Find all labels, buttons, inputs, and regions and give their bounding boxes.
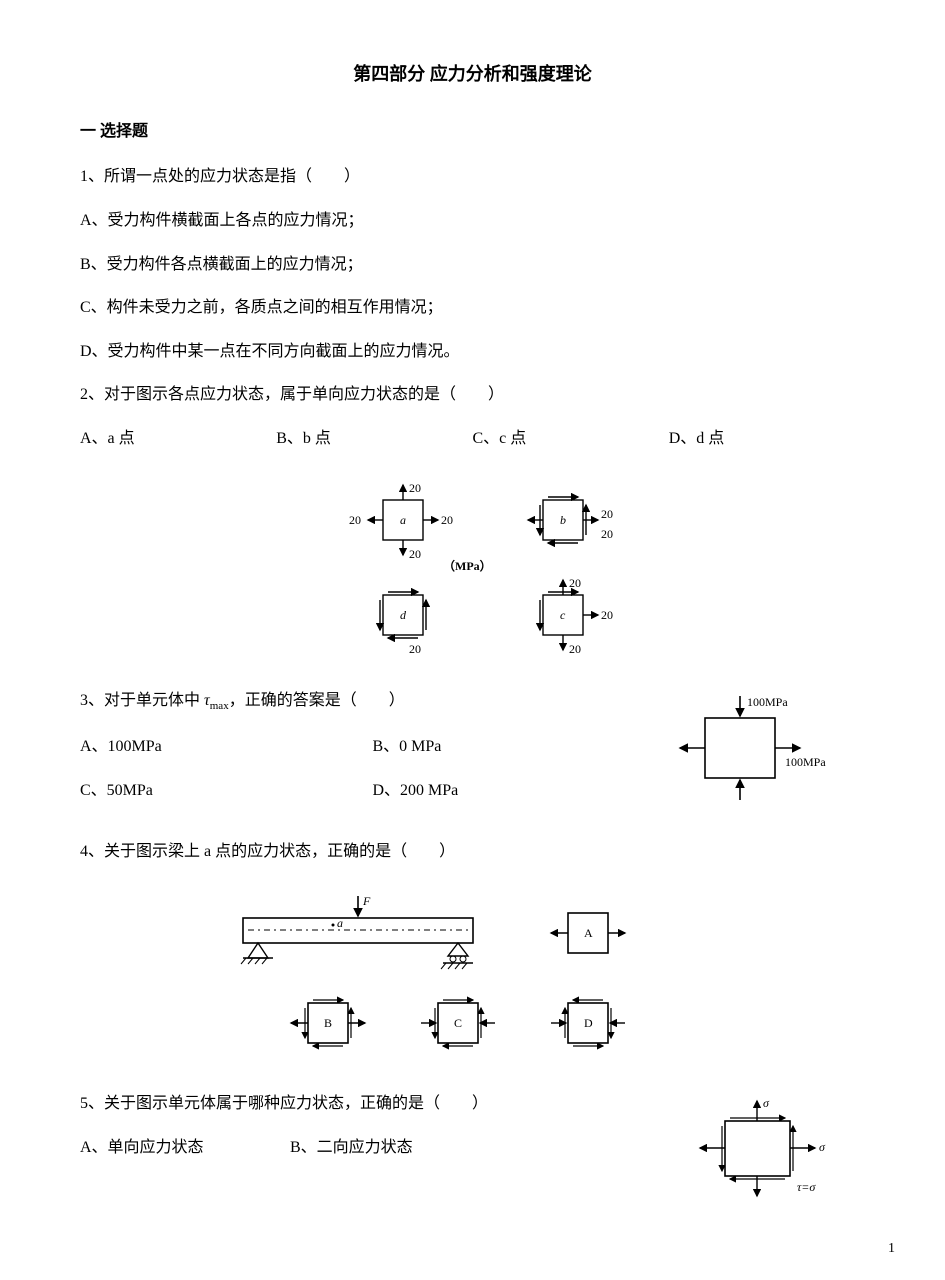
svg-text:D: D: [584, 1016, 593, 1030]
q3-optD: D、200 MPa: [373, 778, 666, 804]
q5-figure: σ σ τ=σ: [685, 1091, 865, 1220]
q3-text-suffix: ，正确的答案是（ ）: [229, 692, 405, 709]
q2-optC: C、c 点: [473, 426, 669, 452]
page-title: 第四部分 应力分析和强度理论: [80, 60, 865, 89]
q4-text: 4、关于图示梁上 a 点的应力状态，正确的是（ ）: [80, 839, 865, 865]
svg-text:b: b: [560, 513, 566, 527]
svg-text:20: 20: [601, 527, 613, 541]
q3-text: 3、对于单元体中 τmax，正确的答案是（ ）: [80, 688, 665, 716]
svg-text:20: 20: [601, 608, 613, 622]
svg-text:20: 20: [409, 481, 421, 495]
svg-text:σ: σ: [763, 1096, 770, 1110]
q4-figure: F a A B: [80, 883, 865, 1072]
q3-options: A、100MPa B、0 MPa C、50MPa D、200 MPa: [80, 734, 665, 821]
svg-text:20: 20: [569, 642, 581, 656]
svg-text:100MPa: 100MPa: [747, 695, 788, 709]
page-number: 1: [888, 1238, 895, 1260]
q3-tau-sub: max: [210, 700, 229, 712]
q5-options-row: A、单向应力状态 B、二向应力状态: [80, 1135, 500, 1161]
section-header: 一 选择题: [80, 119, 865, 145]
svg-text:F: F: [362, 894, 371, 908]
q5-optA: A、单向应力状态: [80, 1135, 290, 1161]
q2-optD: D、d 点: [669, 426, 865, 452]
q1-optB: B、受力构件各点横截面上的应力情况；: [80, 252, 865, 278]
q2-options-row: A、a 点 B、b 点 C、c 点 D、d 点: [80, 426, 865, 452]
svg-text:C: C: [454, 1016, 462, 1030]
svg-text:20: 20: [601, 507, 613, 521]
q2-figure: a 20 20 20 20 b 20: [80, 470, 865, 669]
svg-text:B: B: [324, 1016, 332, 1030]
q5-container: 5、关于图示单元体属于哪种应力状态，正确的是（ ） A、单向应力状态 B、二向应…: [80, 1091, 865, 1220]
svg-text:A: A: [584, 926, 593, 940]
q1-optC: C、构件未受力之前，各质点之间的相互作用情况；: [80, 295, 865, 321]
svg-text:τ=σ: τ=σ: [797, 1180, 816, 1194]
q1-optA: A、受力构件横截面上各点的应力情况；: [80, 208, 865, 234]
svg-text:100MPa: 100MPa: [785, 755, 826, 769]
q1-text: 1、所谓一点处的应力状态是指（ ）: [80, 164, 865, 190]
q3-optC: C、50MPa: [80, 778, 373, 804]
q3-container: 3、对于单元体中 τmax，正确的答案是（ ） A、100MPa B、0 MPa…: [80, 688, 865, 821]
svg-text:a: a: [400, 513, 406, 527]
svg-text:（MPa）: （MPa）: [443, 558, 492, 573]
svg-text:20: 20: [409, 642, 421, 656]
q2-optB: B、b 点: [276, 426, 472, 452]
q3-figure: 100MPa 100MPa: [665, 688, 865, 817]
q5-optB: B、二向应力状态: [290, 1135, 500, 1161]
svg-text:c: c: [560, 608, 566, 622]
svg-text:20: 20: [441, 513, 453, 527]
svg-text:20: 20: [409, 547, 421, 561]
q3-text-prefix: 3、对于单元体中: [80, 692, 204, 709]
q3-optA: A、100MPa: [80, 734, 373, 760]
svg-text:a: a: [337, 916, 343, 930]
q2-text: 2、对于图示各点应力状态，属于单向应力状态的是（ ）: [80, 382, 865, 408]
q3-optB: B、0 MPa: [373, 734, 666, 760]
q2-optA: A、a 点: [80, 426, 276, 452]
q5-text: 5、关于图示单元体属于哪种应力状态，正确的是（ ）: [80, 1091, 685, 1117]
q1-optD: D、受力构件中某一点在不同方向截面上的应力情况。: [80, 339, 865, 365]
svg-text:σ: σ: [819, 1140, 826, 1154]
svg-text:20: 20: [569, 576, 581, 590]
svg-text:d: d: [400, 608, 407, 622]
svg-text:20: 20: [349, 513, 361, 527]
